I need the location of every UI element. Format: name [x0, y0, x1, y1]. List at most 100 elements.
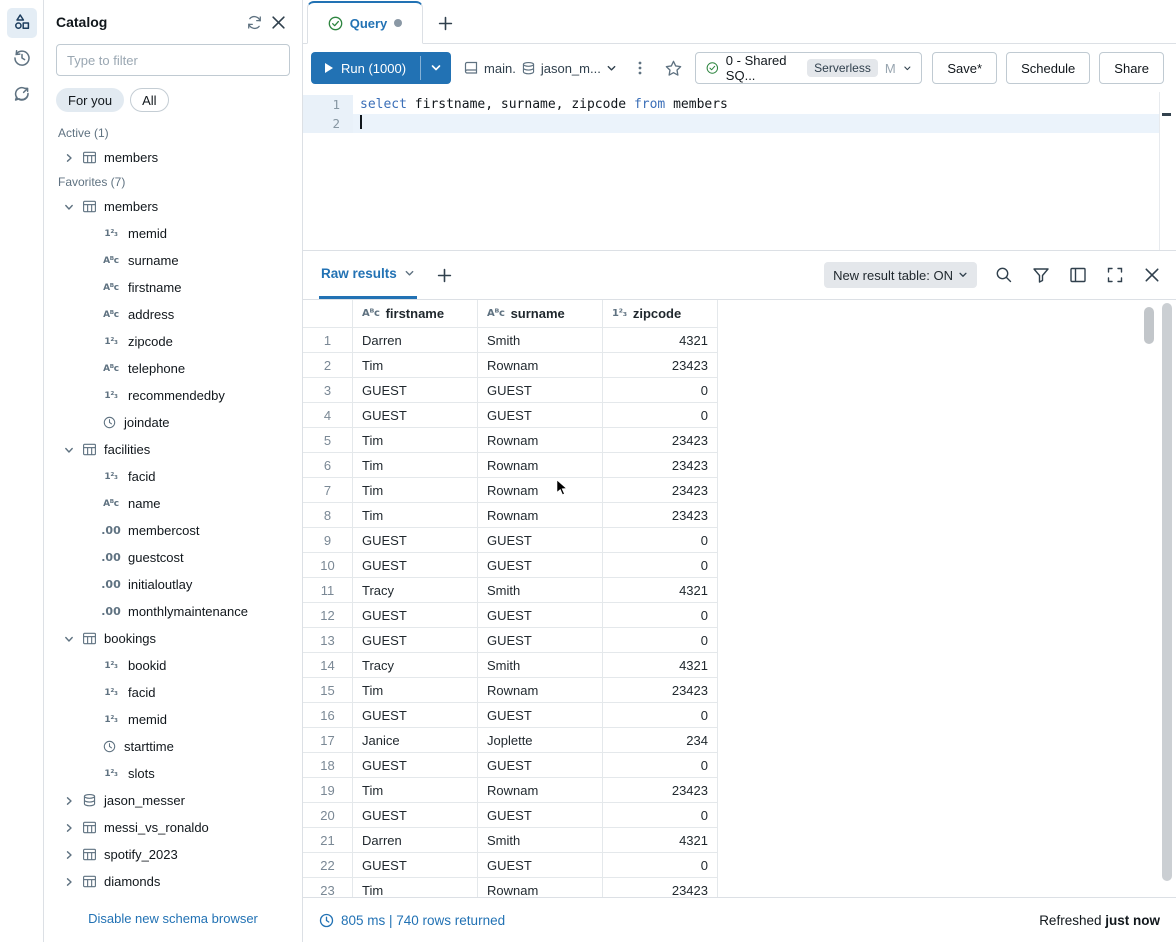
cell-surname[interactable]: Smith: [478, 653, 603, 678]
tree-item-address[interactable]: Aᴮc address: [44, 301, 302, 328]
cell-firstname[interactable]: Darren: [353, 328, 478, 353]
tree-item-members[interactable]: members: [44, 144, 302, 171]
result-row-1[interactable]: 1 Darren Smith 4321: [303, 328, 718, 353]
cell-surname[interactable]: GUEST: [478, 803, 603, 828]
filter-results-button[interactable]: [1031, 265, 1051, 285]
result-row-13[interactable]: 13 GUEST GUEST 0: [303, 628, 718, 653]
new-result-table-toggle[interactable]: New result table: ON: [824, 262, 977, 288]
close-panel-button[interactable]: [266, 10, 290, 34]
catalog-schema-selector[interactable]: main. jason_m...: [461, 56, 619, 80]
cell-zipcode[interactable]: 0: [603, 628, 718, 653]
cell-zipcode[interactable]: 4321: [603, 328, 718, 353]
cell-firstname[interactable]: Tracy: [353, 653, 478, 678]
cell-surname[interactable]: GUEST: [478, 553, 603, 578]
fullscreen-button[interactable]: [1105, 265, 1125, 285]
cell-zipcode[interactable]: 23423: [603, 478, 718, 503]
tree-item-bookings[interactable]: bookings: [44, 625, 302, 652]
cell-zipcode[interactable]: 23423: [603, 878, 718, 897]
cell-surname[interactable]: GUEST: [478, 528, 603, 553]
cell-zipcode[interactable]: 0: [603, 403, 718, 428]
disable-schema-browser-link[interactable]: Disable new schema browser: [88, 911, 258, 926]
tree-item-spotify_2023[interactable]: spotify_2023: [44, 841, 302, 868]
cell-firstname[interactable]: GUEST: [353, 703, 478, 728]
cell-surname[interactable]: GUEST: [478, 603, 603, 628]
column-header-surname[interactable]: Aᴮc surname: [478, 300, 603, 328]
assistant-nav-button[interactable]: [7, 80, 37, 110]
chevron-down-icon[interactable]: [64, 634, 74, 644]
result-row-11[interactable]: 11 Tracy Smith 4321: [303, 578, 718, 603]
cell-firstname[interactable]: GUEST: [353, 378, 478, 403]
result-row-6[interactable]: 6 Tim Rownam 23423: [303, 453, 718, 478]
chevron-down-icon[interactable]: [64, 445, 74, 455]
refresh-button[interactable]: [242, 10, 266, 34]
results-scrollbar-thumb[interactable]: [1144, 307, 1154, 344]
editor-line-1[interactable]: 1 select firstname, surname, zipcode from…: [303, 95, 1176, 114]
result-row-21[interactable]: 21 Darren Smith 4321: [303, 828, 718, 853]
cell-zipcode[interactable]: 23423: [603, 503, 718, 528]
cell-surname[interactable]: Rownam: [478, 778, 603, 803]
cell-firstname[interactable]: Tim: [353, 428, 478, 453]
cell-firstname[interactable]: Tim: [353, 453, 478, 478]
chevron-right-icon[interactable]: [64, 877, 74, 887]
tree-item-diamonds[interactable]: diamonds: [44, 868, 302, 895]
result-row-20[interactable]: 20 GUEST GUEST 0: [303, 803, 718, 828]
tree-item-memid[interactable]: 1²₃ memid: [44, 220, 302, 247]
cell-surname[interactable]: Smith: [478, 328, 603, 353]
result-row-19[interactable]: 19 Tim Rownam 23423: [303, 778, 718, 803]
tree-item-memid[interactable]: 1²₃ memid: [44, 706, 302, 733]
cell-firstname[interactable]: Tim: [353, 678, 478, 703]
cell-surname[interactable]: GUEST: [478, 703, 603, 728]
cell-firstname[interactable]: GUEST: [353, 553, 478, 578]
result-row-9[interactable]: 9 GUEST GUEST 0: [303, 528, 718, 553]
cell-firstname[interactable]: GUEST: [353, 753, 478, 778]
share-button[interactable]: Share: [1099, 52, 1164, 84]
cell-zipcode[interactable]: 23423: [603, 453, 718, 478]
cell-surname[interactable]: Rownam: [478, 353, 603, 378]
cell-firstname[interactable]: Janice: [353, 728, 478, 753]
query-tab[interactable]: Query: [307, 1, 423, 44]
tree-item-membercost[interactable]: .00 membercost: [44, 517, 302, 544]
cell-firstname[interactable]: GUEST: [353, 853, 478, 878]
chevron-right-icon[interactable]: [64, 796, 74, 806]
result-row-14[interactable]: 14 Tracy Smith 4321: [303, 653, 718, 678]
tree-item-members[interactable]: members: [44, 193, 302, 220]
tree-item-joindate[interactable]: joindate: [44, 409, 302, 436]
save-button[interactable]: Save*: [932, 52, 998, 84]
more-options-button[interactable]: [629, 54, 652, 82]
cell-surname[interactable]: Rownam: [478, 453, 603, 478]
result-row-7[interactable]: 7 Tim Rownam 23423: [303, 478, 718, 503]
column-header-zipcode[interactable]: 1²₃ zipcode: [603, 300, 718, 328]
cell-surname[interactable]: Rownam: [478, 678, 603, 703]
cell-firstname[interactable]: Tracy: [353, 578, 478, 603]
chevron-right-icon[interactable]: [64, 153, 74, 163]
column-header-firstname[interactable]: Aᴮc firstname: [353, 300, 478, 328]
sql-editor[interactable]: 1 select firstname, surname, zipcode from…: [303, 92, 1176, 250]
cell-zipcode[interactable]: 23423: [603, 678, 718, 703]
editor-line-2[interactable]: 2: [303, 114, 1176, 133]
cell-firstname[interactable]: GUEST: [353, 803, 478, 828]
cell-firstname[interactable]: Tim: [353, 778, 478, 803]
cell-surname[interactable]: GUEST: [478, 853, 603, 878]
cell-zipcode[interactable]: 0: [603, 753, 718, 778]
cell-firstname[interactable]: Tim: [353, 878, 478, 897]
tree-item-surname[interactable]: Aᴮc surname: [44, 247, 302, 274]
tree-item-facilities[interactable]: facilities: [44, 436, 302, 463]
result-row-5[interactable]: 5 Tim Rownam 23423: [303, 428, 718, 453]
cell-firstname[interactable]: Darren: [353, 828, 478, 853]
result-row-15[interactable]: 15 Tim Rownam 23423: [303, 678, 718, 703]
add-visualization-button[interactable]: [437, 268, 452, 283]
catalog-filter-input[interactable]: [56, 44, 290, 76]
cell-surname[interactable]: Rownam: [478, 503, 603, 528]
cell-surname[interactable]: Rownam: [478, 478, 603, 503]
tree-item-monthlymaintenance[interactable]: .00 monthlymaintenance: [44, 598, 302, 625]
result-row-4[interactable]: 4 GUEST GUEST 0: [303, 403, 718, 428]
close-results-button[interactable]: [1142, 265, 1162, 285]
result-row-2[interactable]: 2 Tim Rownam 23423: [303, 353, 718, 378]
panel-scrollbar-thumb[interactable]: [1162, 303, 1172, 881]
tree-item-guestcost[interactable]: .00 guestcost: [44, 544, 302, 571]
tree-item-bookid[interactable]: 1²₃ bookid: [44, 652, 302, 679]
cell-firstname[interactable]: Tim: [353, 503, 478, 528]
cell-zipcode[interactable]: 0: [603, 528, 718, 553]
cell-zipcode[interactable]: 0: [603, 703, 718, 728]
cell-firstname[interactable]: Tim: [353, 353, 478, 378]
